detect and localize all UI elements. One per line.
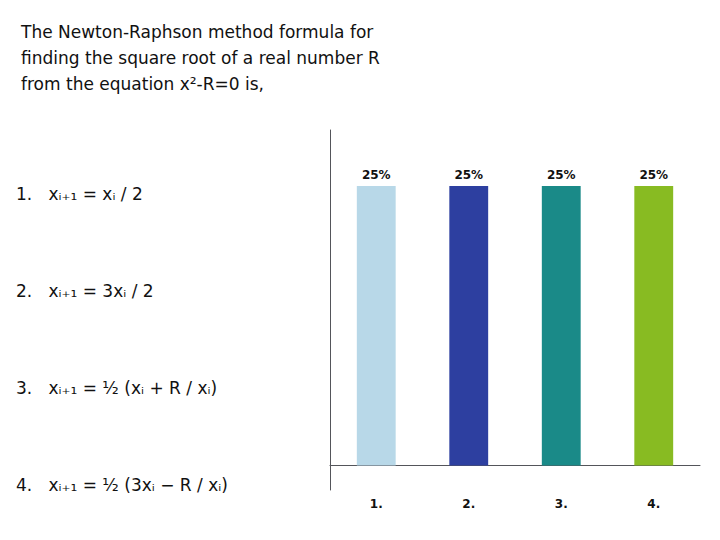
svg-text:25%: 25% — [639, 168, 668, 182]
svg-text:4. xᵢ₊₁ = ½ (3xᵢ − R / xᵢ): 4. xᵢ₊₁ = ½ (3xᵢ − R / xᵢ) — [16, 475, 228, 495]
svg-text:2.: 2. — [462, 497, 475, 511]
svg-text:3. xᵢ₊₁ = ½ (xᵢ + R / xᵢ): 3. xᵢ₊₁ = ½ (xᵢ + R / xᵢ) — [16, 378, 217, 398]
svg-text:finding the square root of a r: finding the square root of a real number… — [21, 48, 380, 68]
svg-text:1. xᵢ₊₁ = xᵢ / 2: 1. xᵢ₊₁ = xᵢ / 2 — [16, 184, 143, 204]
svg-text:3.: 3. — [555, 497, 568, 511]
svg-text:The Newton-Raphson method form: The Newton-Raphson method formula for — [20, 22, 373, 42]
svg-text:1.: 1. — [370, 497, 383, 511]
svg-text:25%: 25% — [362, 168, 391, 182]
svg-text:25%: 25% — [454, 168, 483, 182]
svg-text:4.: 4. — [647, 497, 660, 511]
svg-text:from the equation x²-R=0 is,: from the equation x²-R=0 is, — [21, 74, 264, 94]
svg-text:25%: 25% — [547, 168, 576, 182]
svg-text:2. xᵢ₊₁ = 3xᵢ / 2: 2. xᵢ₊₁ = 3xᵢ / 2 — [16, 281, 154, 301]
